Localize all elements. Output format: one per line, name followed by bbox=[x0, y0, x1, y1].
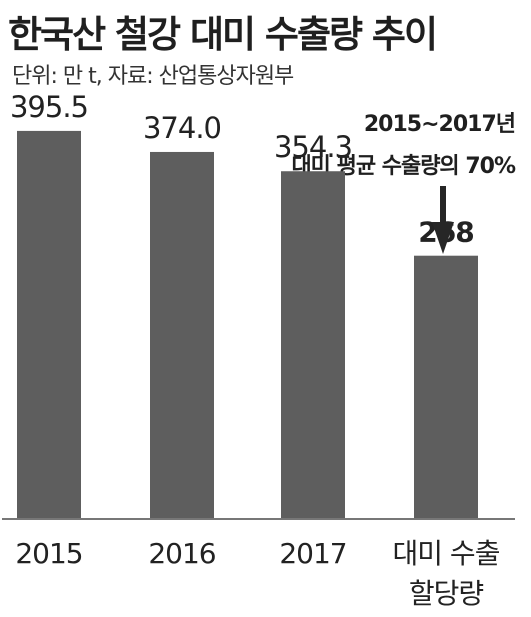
annotation-arrow-shaft bbox=[440, 186, 446, 224]
x-tick-label-3-line-1: 할당량 bbox=[409, 577, 484, 610]
chart-title: 한국산 철강 대미 수출량 추이 bbox=[8, 13, 438, 56]
unit-source-note: 단위: 만 t, 자료: 산업통상자원부 bbox=[12, 64, 294, 89]
bar-value-label-1: 374.0 bbox=[143, 111, 221, 145]
bar-0 bbox=[17, 130, 81, 518]
annotation-line-1: 2015~2017년 bbox=[363, 112, 516, 137]
x-tick-label-3-line-0: 대미 수출 bbox=[393, 537, 500, 570]
bar-value-label-0: 395.5 bbox=[10, 90, 88, 124]
annotation-arrow-head bbox=[432, 222, 454, 254]
bar-value-label-2: 354.3 bbox=[274, 130, 352, 164]
x-tick-label-2: 2017 bbox=[279, 537, 346, 570]
bar-1 bbox=[150, 151, 214, 518]
x-tick-label-1: 2016 bbox=[148, 537, 215, 570]
x-tick-label-0: 2015 bbox=[15, 537, 82, 570]
bar-3 bbox=[414, 255, 478, 518]
bar-2 bbox=[281, 171, 345, 519]
